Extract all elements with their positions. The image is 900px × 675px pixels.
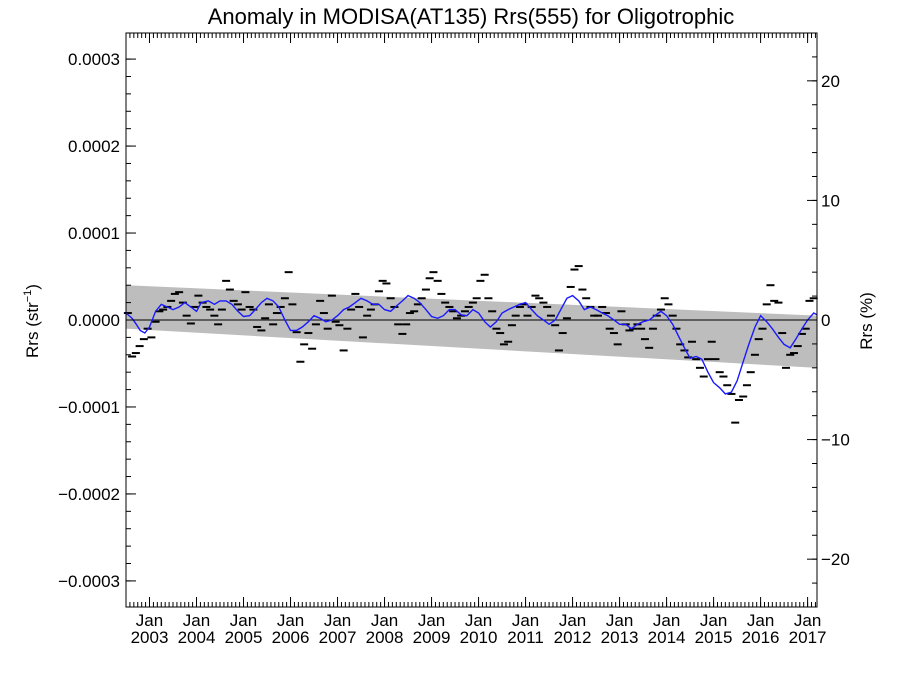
x-tick-label-month: Jan bbox=[512, 611, 539, 630]
x-tick-label-year: 2010 bbox=[460, 628, 498, 647]
y-left-tick-label: 0.0003 bbox=[68, 50, 120, 69]
x-tick-label-year: 2012 bbox=[554, 628, 592, 647]
x-tick-label-year: 2015 bbox=[695, 628, 733, 647]
y-right-tick-label: 10 bbox=[821, 191, 840, 210]
x-tick-label-year: 2003 bbox=[131, 628, 169, 647]
x-tick-label-year: 2008 bbox=[366, 628, 404, 647]
x-tick-label-month: Jan bbox=[606, 611, 633, 630]
x-tick-label-month: Jan bbox=[183, 611, 210, 630]
x-tick-label-month: Jan bbox=[747, 611, 774, 630]
x-tick-label-year: 2007 bbox=[319, 628, 357, 647]
y-axis-right-label: Rrs (%) bbox=[857, 292, 876, 350]
y-left-tick-label: 0.0000 bbox=[68, 311, 120, 330]
y-right-tick-label: 0 bbox=[821, 311, 830, 330]
y-axis-left-label-close: ) bbox=[23, 284, 42, 290]
x-tick-label-month: Jan bbox=[371, 611, 398, 630]
y-left-tick-label: 0.0001 bbox=[68, 224, 120, 243]
x-tick-label-year: 2011 bbox=[507, 628, 544, 647]
x-tick-label-year: 2006 bbox=[272, 628, 310, 647]
y-right-tick-label: 20 bbox=[821, 72, 840, 91]
y-axis-left-label-main: Rrs (str bbox=[23, 302, 42, 358]
y-axis-left-label-sup: −1 bbox=[22, 290, 34, 303]
x-tick-label-year: 2017 bbox=[789, 628, 827, 647]
y-axis-left-label: Rrs (str−1) bbox=[22, 284, 42, 358]
x-tick-label-month: Jan bbox=[277, 611, 304, 630]
x-tick-label-month: Jan bbox=[700, 611, 727, 630]
x-tick-label-month: Jan bbox=[230, 611, 257, 630]
x-tick-label-month: Jan bbox=[418, 611, 445, 630]
x-tick-label-month: Jan bbox=[465, 611, 492, 630]
x-tick-label-month: Jan bbox=[324, 611, 351, 630]
x-tick-label-year: 2013 bbox=[601, 628, 639, 647]
x-tick-label-year: 2016 bbox=[742, 628, 780, 647]
x-tick-label-year: 2009 bbox=[413, 628, 451, 647]
y-left-tick-label: 0.0002 bbox=[68, 137, 120, 156]
trend-band bbox=[126, 285, 817, 368]
x-tick-label-month: Jan bbox=[653, 611, 680, 630]
chart-title: Anomaly in MODISA(AT135) Rrs(555) for Ol… bbox=[208, 4, 735, 29]
x-tick-label-month: Jan bbox=[559, 611, 586, 630]
y-left-tick-label: −0.0002 bbox=[58, 485, 120, 504]
x-tick-label-month: Jan bbox=[136, 611, 163, 630]
plot-area: 0.0003 0.0002 0.0001 0.0000 −0.0001 −0.0002 −0… bbox=[58, 32, 850, 647]
smoothed-anomaly-line bbox=[125, 294, 818, 395]
x-tick-label-month: Jan bbox=[794, 611, 821, 630]
y-left-tick-label: −0.0003 bbox=[58, 572, 120, 591]
y-left-tick-label: −0.0001 bbox=[58, 398, 120, 417]
x-tick-label-year: 2005 bbox=[225, 628, 263, 647]
x-tick-label-year: 2004 bbox=[178, 628, 216, 647]
y-right-tick-label: −20 bbox=[821, 550, 850, 569]
y-right-tick-label: −10 bbox=[821, 431, 850, 450]
x-tick-label-year: 2014 bbox=[648, 628, 686, 647]
